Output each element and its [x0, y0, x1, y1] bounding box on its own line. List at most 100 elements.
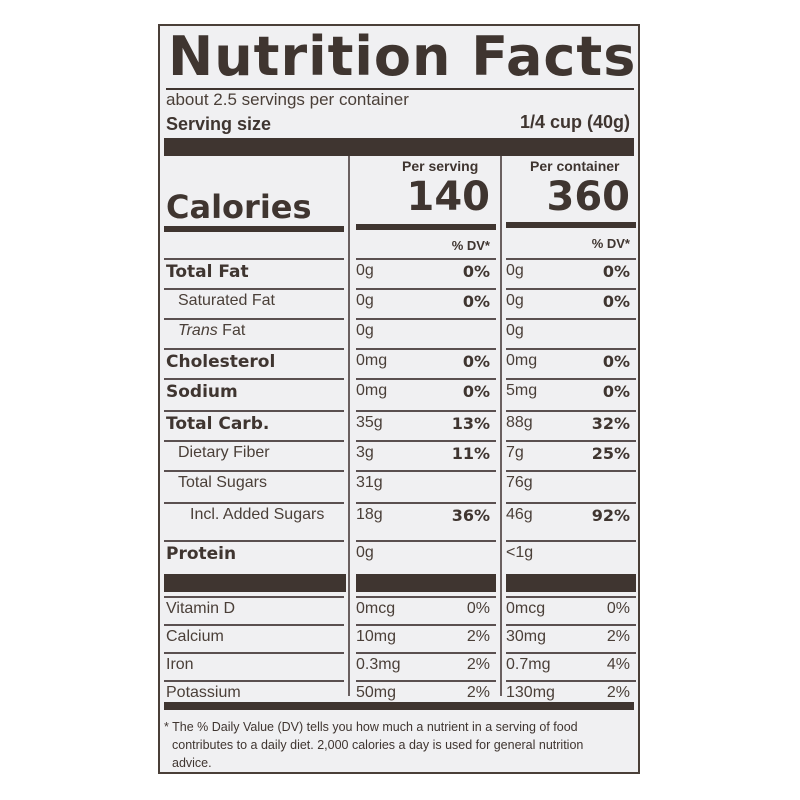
- nutrient-name: Total Carb.: [166, 414, 270, 434]
- dv-header-serving: % DV*: [451, 238, 490, 253]
- serving-amount: 50mg: [356, 684, 397, 701]
- per-serving-header: Per serving: [402, 158, 479, 174]
- row-divider: [164, 470, 344, 472]
- row-divider: [506, 680, 636, 682]
- serving-size-label: Serving size: [166, 114, 272, 134]
- calories-per-container: 360: [546, 174, 631, 220]
- container-amount: 0g: [506, 292, 524, 309]
- row-divider: [356, 470, 496, 472]
- protein-divider-left: [164, 574, 346, 592]
- row-divider: [356, 378, 496, 380]
- container-amount: <1g: [506, 544, 534, 561]
- serving-amount: 0.3mg: [356, 656, 401, 673]
- row-divider: [506, 440, 636, 442]
- serving-amount: 0mg: [356, 352, 388, 369]
- container-amount: 0g: [506, 322, 524, 339]
- column-divider-1: [348, 156, 350, 696]
- row-divider: [356, 652, 496, 654]
- serving-dv: 2%: [466, 656, 490, 673]
- row-divider: [164, 410, 344, 412]
- row-divider: [356, 258, 496, 260]
- serving-size-value: 1/4 cup (40g): [519, 112, 630, 132]
- row-divider: [356, 540, 496, 542]
- row-divider: [164, 288, 344, 290]
- nutrient-name: Trans Fat: [178, 322, 245, 340]
- footnote-divider: [164, 702, 634, 710]
- label-title: Nutrition Facts: [168, 25, 637, 88]
- row-divider: [506, 410, 636, 412]
- nutrition-facts-label: Nutrition Facts about 2.5 servings per c…: [158, 24, 640, 774]
- trans-prefix: Trans: [178, 322, 218, 339]
- calories-divider-right: [506, 222, 636, 228]
- nutrient-name: Protein: [166, 544, 237, 564]
- nutrient-name: Vitamin D: [166, 600, 236, 617]
- container-dv: 92%: [591, 506, 630, 525]
- serving-dv: 13%: [451, 414, 490, 433]
- container-amount: 0mcg: [506, 600, 546, 617]
- serving-amount: 0g: [356, 262, 374, 279]
- calories-label: Calories: [166, 188, 312, 226]
- row-divider: [356, 410, 496, 412]
- serving-amount: 0mcg: [356, 600, 396, 617]
- row-divider: [356, 596, 496, 598]
- serving-dv: 36%: [451, 506, 490, 525]
- row-divider: [356, 680, 496, 682]
- container-amount: 88g: [506, 414, 533, 431]
- row-divider: [356, 624, 496, 626]
- serving-amount: 35g: [356, 414, 383, 431]
- calories-divider-mid: [356, 224, 496, 230]
- nutrient-name: Incl. Added Sugars: [190, 506, 325, 523]
- serving-dv: 0%: [462, 292, 490, 311]
- per-container-header: Per container: [530, 158, 620, 174]
- calories-per-serving: 140: [406, 174, 491, 220]
- row-divider: [164, 652, 344, 654]
- container-amount: 0g: [506, 262, 524, 279]
- container-dv: 32%: [591, 414, 630, 433]
- row-divider: [506, 258, 636, 260]
- container-amount: 76g: [506, 474, 533, 491]
- serving-dv: 0%: [466, 600, 490, 617]
- nutrient-name: Saturated Fat: [178, 292, 275, 309]
- servings-per-container: about 2.5 servings per container: [166, 90, 409, 109]
- row-divider: [506, 470, 636, 472]
- row-divider: [164, 540, 344, 542]
- serving-dv: 0%: [462, 352, 490, 371]
- container-amount: 130mg: [506, 684, 555, 701]
- nutrient-name: Cholesterol: [166, 352, 276, 372]
- container-amount: 0.7mg: [506, 656, 551, 673]
- nutrient-name: Potassium: [166, 684, 241, 701]
- serving-amount: 0mg: [356, 382, 388, 399]
- row-divider: [506, 652, 636, 654]
- footnote-line-2: contributes to a daily diet. 2,000 calor…: [172, 738, 584, 752]
- nutrient-name: Total Fat: [166, 262, 249, 282]
- row-divider: [164, 318, 344, 320]
- dv-header-container: % DV*: [591, 236, 630, 251]
- row-divider: [506, 318, 636, 320]
- serving-amount: 18g: [356, 506, 383, 523]
- row-divider: [164, 624, 344, 626]
- row-divider: [164, 502, 344, 504]
- serving-amount: 31g: [356, 474, 383, 491]
- serving-thick-divider: [164, 138, 634, 156]
- protein-divider-mid: [356, 574, 496, 592]
- container-dv: 0%: [602, 352, 630, 371]
- row-divider: [506, 502, 636, 504]
- row-divider: [356, 288, 496, 290]
- nutrient-name: Iron: [166, 656, 194, 673]
- container-dv: 0%: [606, 600, 630, 617]
- container-amount: 0mg: [506, 352, 538, 369]
- container-dv: 4%: [606, 656, 630, 673]
- container-dv: 0%: [602, 292, 630, 311]
- container-dv: 25%: [591, 444, 630, 463]
- container-dv: 2%: [606, 684, 630, 701]
- nutrient-name: Calcium: [166, 628, 224, 645]
- column-divider-2: [500, 156, 502, 696]
- serving-dv: 2%: [466, 628, 490, 645]
- container-dv: 2%: [606, 628, 630, 645]
- row-divider: [506, 596, 636, 598]
- serving-amount: 0g: [356, 292, 374, 309]
- nutrient-name: Sodium: [166, 382, 238, 402]
- trans-suffix: Fat: [222, 322, 246, 339]
- title-divider: [166, 88, 634, 90]
- container-amount: 5mg: [506, 382, 538, 399]
